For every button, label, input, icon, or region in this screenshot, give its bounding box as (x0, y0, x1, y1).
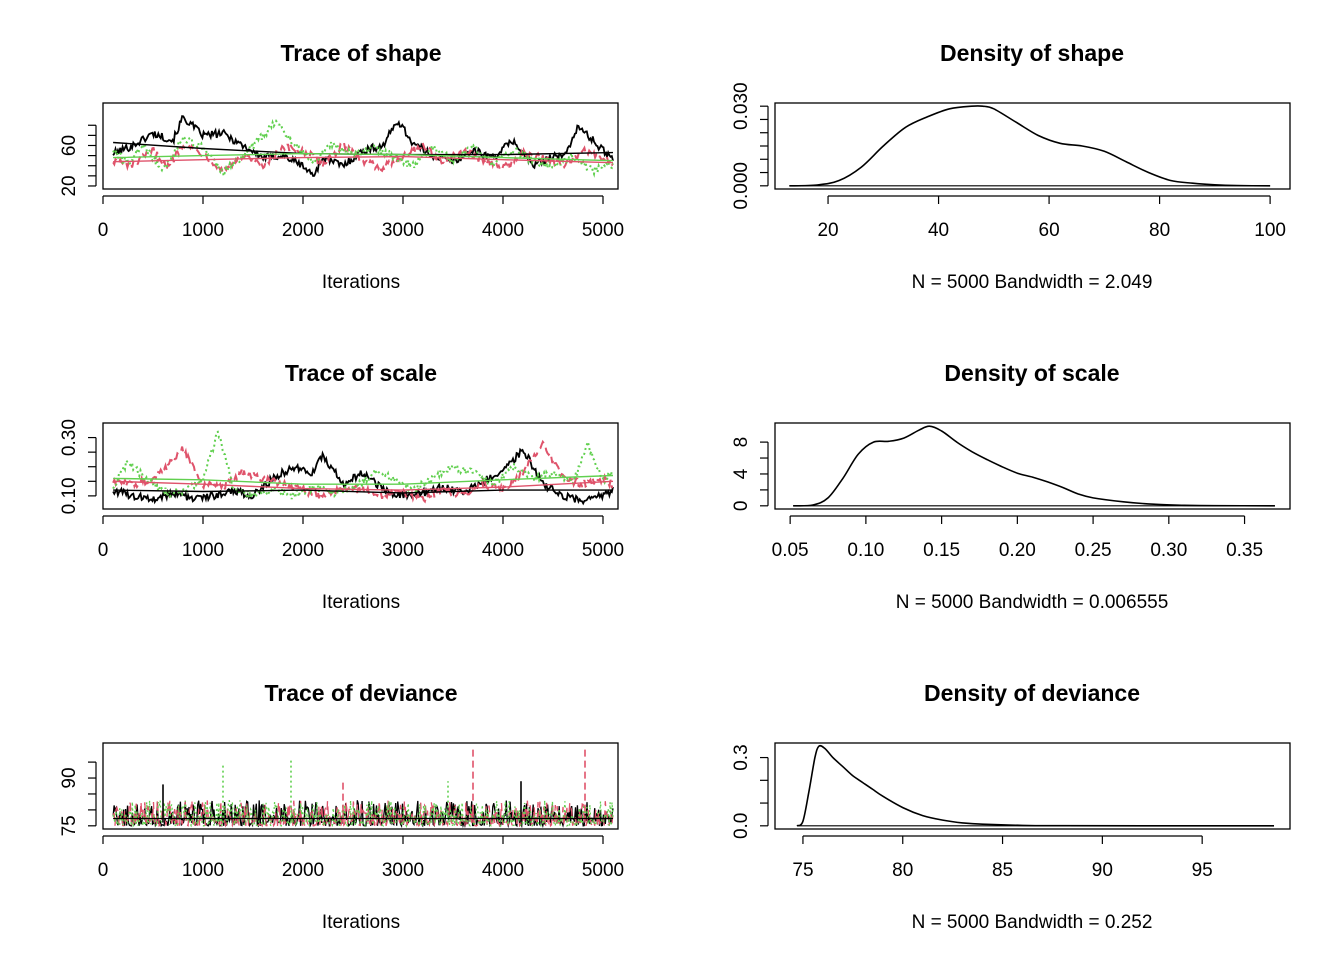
y-tick-label: 0.30 (59, 419, 80, 456)
x-tick-label: 3000 (382, 220, 424, 241)
smooth-line-chain3 (113, 152, 614, 162)
trace-line-chain1 (112, 447, 614, 506)
panel-density-scale: Density of scale N = 5000 Bandwidth = 0.… (731, 360, 1291, 613)
chart-marks: 0.05 0.10 0.15 0.20 0.25 0.30 0.35 0 4 8 (731, 422, 1291, 561)
chart-title: Trace of scale (285, 360, 437, 386)
smooth-line-chain3 (113, 474, 614, 485)
panel-density-deviance: Density of deviance N = 5000 Bandwidth =… (731, 680, 1291, 933)
y-tick-label: 0.000 (731, 162, 752, 210)
x-tick-label: 0.05 (772, 540, 809, 561)
x-tick-label: 3000 (382, 540, 424, 561)
density-curve (793, 425, 1275, 507)
panel-trace-deviance: Trace of deviance Iterations 0 1000 2000 30… (59, 680, 624, 933)
x-tick-label: 60 (1039, 220, 1060, 241)
x-tick-label: 80 (1149, 220, 1170, 241)
y-tick-label: 0.030 (731, 82, 752, 130)
trace-line-chain1 (112, 115, 614, 178)
panel-trace-scale: Trace of scale Iterations 0 1000 2000 3000 4… (59, 360, 624, 613)
smooth-line-chain2 (113, 155, 614, 164)
plot-frame (774, 422, 1291, 510)
x-tick-label: 4000 (482, 860, 524, 881)
chart-marks: 20 40 60 80 100 0.000 0.030 (731, 82, 1291, 241)
y-tick-label: 8 (731, 437, 752, 448)
x-axis-label: N = 5000 Bandwidth = 0.006555 (896, 592, 1169, 613)
x-axis-label: N = 5000 Bandwidth = 2.049 (912, 272, 1153, 293)
y-tick-label: 0.10 (59, 477, 80, 514)
trace-line-chain2 (112, 139, 614, 176)
smooth-line-chain1 (113, 489, 613, 494)
x-tick-label: 5000 (582, 220, 624, 241)
x-tick-label: 100 (1254, 220, 1286, 241)
y-tick-label: 75 (59, 815, 80, 836)
x-tick-label: 95 (1192, 860, 1213, 881)
y-tick-label: 90 (59, 767, 80, 788)
trace-line-chain2 (112, 439, 614, 504)
x-tick-label: 4000 (482, 540, 524, 561)
density-curve (796, 744, 1275, 827)
x-axis-label: Iterations (322, 592, 400, 613)
x-tick-label: 5000 (582, 860, 624, 881)
x-tick-label: 0.30 (1150, 540, 1187, 561)
chart-marks: 0 1000 2000 3000 4000 5000 20 60 (59, 102, 624, 241)
x-tick-label: 0 (98, 540, 109, 561)
x-tick-label: 1000 (182, 220, 224, 241)
chart-title: Density of scale (944, 360, 1119, 386)
x-tick-label: 2000 (282, 860, 324, 881)
chart-title: Density of deviance (924, 680, 1140, 706)
x-tick-label: 1000 (182, 860, 224, 881)
trace-line-chain2 (112, 800, 614, 829)
x-tick-label: 4000 (482, 220, 524, 241)
x-tick-label: 20 (817, 220, 838, 241)
x-tick-label: 90 (1092, 860, 1113, 881)
x-tick-label: 0.20 (999, 540, 1036, 561)
x-tick-label: 75 (792, 860, 813, 881)
chart-marks: 0 1000 2000 3000 4000 5000 0.10 0.30 (59, 419, 624, 561)
panel-density-shape: Density of shape N = 5000 Bandwidth = 2.… (731, 40, 1291, 293)
x-axis-label: N = 5000 Bandwidth = 0.252 (912, 912, 1153, 933)
panel-trace-shape: Trace of shape Iterations 0 1000 2000 3000 4… (59, 40, 624, 293)
trace-line-chain3 (112, 430, 614, 501)
density-curve (789, 105, 1271, 187)
x-axis-label: Iterations (322, 272, 400, 293)
plot-frame (102, 102, 619, 190)
x-tick-label: 2000 (282, 540, 324, 561)
trace-line-chain1 (112, 800, 614, 829)
y-tick-label: 0 (731, 501, 752, 512)
chart-title: Trace of deviance (264, 680, 457, 706)
plot-frame (102, 422, 619, 510)
y-tick-label: 0.3 (731, 744, 752, 770)
x-tick-label: 0.15 (923, 540, 960, 561)
x-tick-label: 40 (928, 220, 949, 241)
chart-title: Trace of shape (280, 40, 441, 66)
y-tick-label: 60 (59, 135, 80, 156)
x-tick-label: 0.35 (1226, 540, 1263, 561)
smooth-line-chain2 (113, 480, 614, 491)
x-tick-label: 0.10 (847, 540, 884, 561)
x-tick-label: 80 (892, 860, 913, 881)
y-tick-label: 0.0 (731, 813, 752, 839)
chart-marks: 75 80 85 90 95 0.0 0.3 (731, 742, 1291, 881)
trace-line-chain3 (112, 800, 614, 829)
x-tick-label: 0 (98, 220, 109, 241)
x-tick-label: 2000 (282, 220, 324, 241)
x-axis-label: Iterations (322, 912, 400, 933)
chart-title: Density of shape (940, 40, 1124, 66)
x-tick-label: 0.25 (1075, 540, 1112, 561)
x-tick-label: 0 (98, 860, 109, 881)
x-tick-label: 85 (992, 860, 1013, 881)
x-tick-label: 5000 (582, 540, 624, 561)
chart-marks: 0 1000 2000 3000 4000 5000 75 90 (59, 742, 624, 881)
x-tick-label: 1000 (182, 540, 224, 561)
x-tick-label: 3000 (382, 860, 424, 881)
plot-frame (102, 742, 619, 830)
y-tick-label: 20 (59, 175, 80, 196)
plot-frame (774, 102, 1291, 190)
plot-frame (774, 742, 1291, 830)
y-tick-label: 4 (731, 468, 752, 479)
